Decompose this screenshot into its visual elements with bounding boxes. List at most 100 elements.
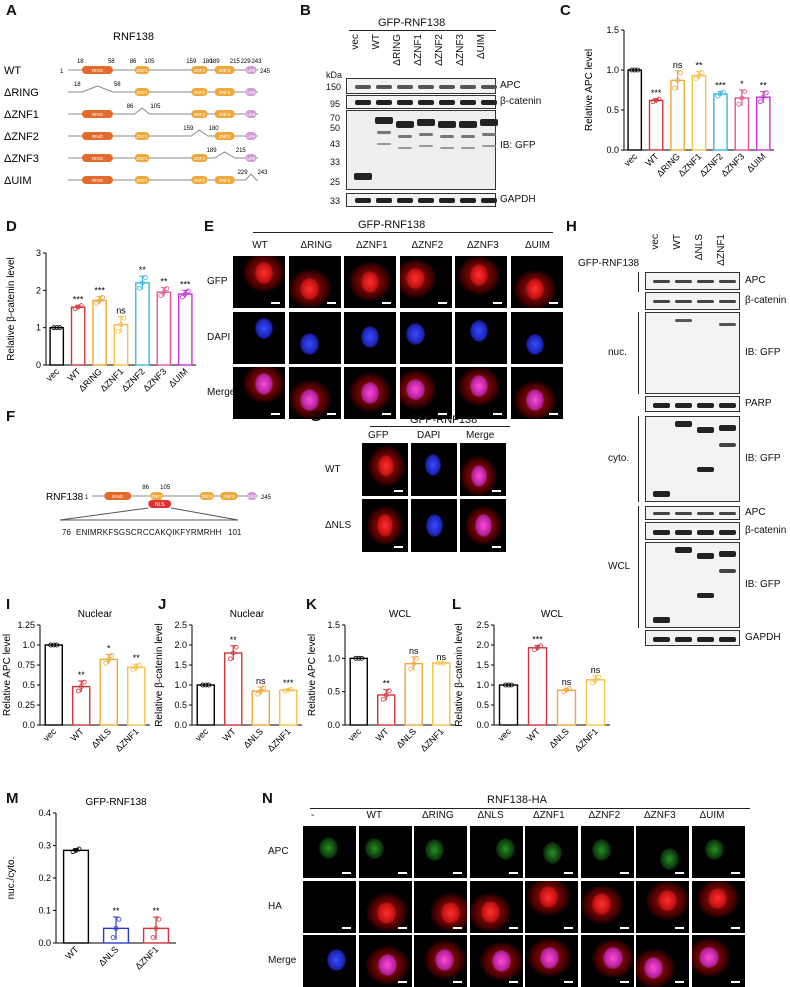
panel-g-image-cell <box>362 499 408 552</box>
bar <box>279 689 298 726</box>
scale-bar <box>493 302 502 304</box>
data-point <box>356 655 362 661</box>
panel-e-image-cell <box>344 256 396 308</box>
x-tick-label: ΔUIM <box>167 366 190 389</box>
data-point <box>200 682 206 688</box>
panel-n-image-cell <box>358 935 412 987</box>
band <box>697 593 714 598</box>
significance-label: *** <box>532 634 543 644</box>
x-tick-label: WT <box>221 726 238 743</box>
panel-h-lane-label: ΔZNF1 <box>716 234 727 266</box>
scale-bar <box>493 413 502 415</box>
significance-label: ** <box>160 277 168 287</box>
band <box>675 637 692 642</box>
y-axis-label: Relative APC level <box>584 49 595 131</box>
domain-label-znf2: ZNF2 <box>194 178 206 183</box>
data-point <box>121 315 127 321</box>
domain-label-ring: RING <box>92 112 104 117</box>
data-point <box>156 916 162 922</box>
panel-f-nls-map: RNF138 1 245 RING ZNF1 ZNF2 ZNF3 UIM 86 105 NLS <box>46 485 272 521</box>
data-point <box>742 89 748 94</box>
band <box>719 280 736 283</box>
cell-nucleus <box>254 317 274 340</box>
panel-n-header-line <box>310 808 750 809</box>
panel-f-pos1: 86 <box>142 485 149 491</box>
bar <box>556 689 577 726</box>
panel-n-image-cell <box>580 826 634 878</box>
domain-label-znf1: ZNF1 <box>136 68 148 73</box>
data-point <box>100 295 105 300</box>
panel-g-column-label: Merge <box>466 430 495 441</box>
band <box>675 512 692 515</box>
significance-label: *** <box>651 88 662 98</box>
cell-nucleus <box>377 454 395 477</box>
y-tick-label: 0.25 <box>17 700 35 710</box>
y-tick-label: 1.5 <box>606 25 619 35</box>
deletion-wedge <box>134 107 150 115</box>
y-tick-label: 2.0 <box>476 640 489 650</box>
panel-h-fraction-bracket <box>638 416 639 502</box>
significance-label: *** <box>715 81 726 91</box>
panel-e-row-label: DAPI <box>207 331 231 343</box>
panel-h-blot-row <box>645 312 740 394</box>
data-point <box>70 849 76 855</box>
band-gapdh <box>460 198 476 203</box>
significance-label: ** <box>695 61 703 71</box>
panel-n-image-cell <box>303 826 356 878</box>
wt-position-label: 18 <box>77 59 84 65</box>
domain-label-znf2: ZNF2 <box>194 90 206 95</box>
y-axis-label: Relative β-catenin level <box>154 623 165 727</box>
data-point <box>590 680 595 686</box>
cell-nucleus <box>300 388 320 411</box>
domain-label-znf3: ZNF3 <box>219 90 231 95</box>
bar <box>498 684 519 726</box>
wt-position-label: 58 <box>108 59 115 65</box>
x-tick-label: ΔNLS <box>89 726 113 750</box>
panel-e-image-cell <box>288 256 341 308</box>
panel-label-h: H <box>566 218 577 235</box>
panel-g-column-label: GFP <box>368 430 389 441</box>
panel-h-blot-label: APC <box>745 507 766 518</box>
x-tick-label: ΔZNF1 <box>418 726 445 753</box>
panel-n-image-cell <box>358 880 412 933</box>
x-tick-label: ΔZNF1 <box>113 726 140 753</box>
band-gfp-degradation <box>482 145 496 147</box>
domain-znf3 <box>214 132 235 140</box>
data-point <box>408 666 414 672</box>
wt-position-label: 229 <box>241 59 252 65</box>
data-point <box>57 325 63 331</box>
scale-bar <box>453 872 462 874</box>
scale-bar <box>382 413 391 415</box>
panel-b-lane-label: WT <box>371 34 382 50</box>
band-gfp-fusion <box>375 117 393 124</box>
panel-e-column-label: ΔUIM <box>524 240 550 251</box>
panel-n-image-cell <box>303 935 356 987</box>
panel-h-blot-row <box>645 542 740 628</box>
panel-b-label-bcatenin: β-catenin <box>500 96 542 107</box>
panel-b-label-ibgfp: IB: GFP <box>500 140 536 151</box>
band <box>675 300 692 303</box>
panel-f-domain-znf3 <box>220 492 238 500</box>
scale-bar <box>619 981 629 983</box>
x-tick-label: ΔZNF1 <box>573 726 600 753</box>
band-apc <box>418 85 434 89</box>
data-point <box>538 643 543 649</box>
band <box>719 551 736 557</box>
wt-position-label: 105 <box>144 59 155 65</box>
panel-k-bar-chart: 0.0 0.5 1.0 1.5 Relative APC level WCL vec ** WT… <box>307 609 455 754</box>
panel-label-l: L <box>452 596 462 613</box>
cell-nucleus <box>469 264 489 287</box>
y-tick-label: 0.5 <box>476 700 489 710</box>
panel-h-fraction-label: nuc. <box>608 347 627 358</box>
data-point <box>233 644 239 650</box>
band-bcatenin <box>376 100 392 105</box>
band <box>653 491 670 497</box>
significance-label: ** <box>383 679 391 689</box>
cell-nucleus <box>365 837 385 860</box>
scale-bar <box>326 302 336 304</box>
y-tick-label: 2.5 <box>174 620 187 630</box>
domain-label-znf1: ZNF1 <box>136 134 148 139</box>
deletion-end-pos: 58 <box>114 82 121 88</box>
domain-znf2 <box>191 176 208 184</box>
